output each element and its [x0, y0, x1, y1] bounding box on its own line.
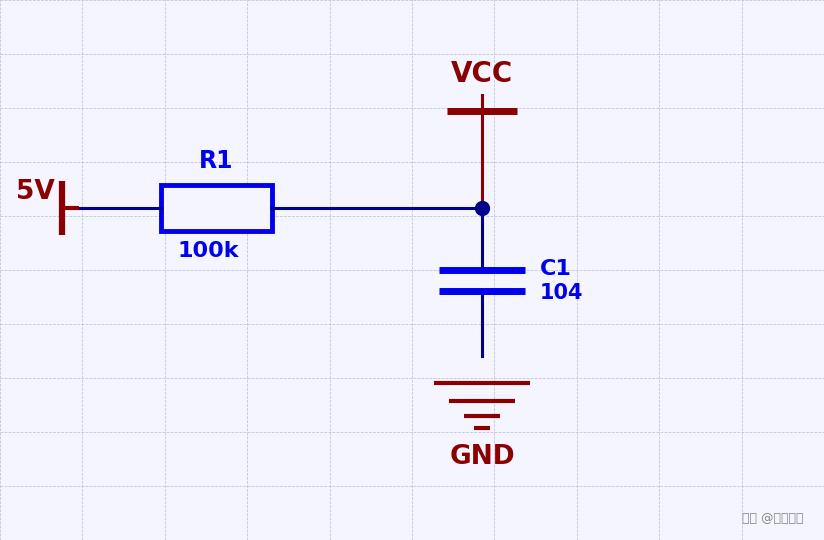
- Text: C1: C1: [540, 259, 572, 279]
- Text: 104: 104: [540, 283, 583, 303]
- Text: VCC: VCC: [451, 60, 513, 88]
- Text: GND: GND: [449, 444, 515, 470]
- Text: 头条 @电卑药丸: 头条 @电卑药丸: [742, 512, 803, 525]
- Text: R1: R1: [199, 149, 233, 173]
- Bar: [161, 185, 272, 231]
- Text: 5V: 5V: [16, 179, 55, 205]
- Text: 100k: 100k: [177, 241, 239, 261]
